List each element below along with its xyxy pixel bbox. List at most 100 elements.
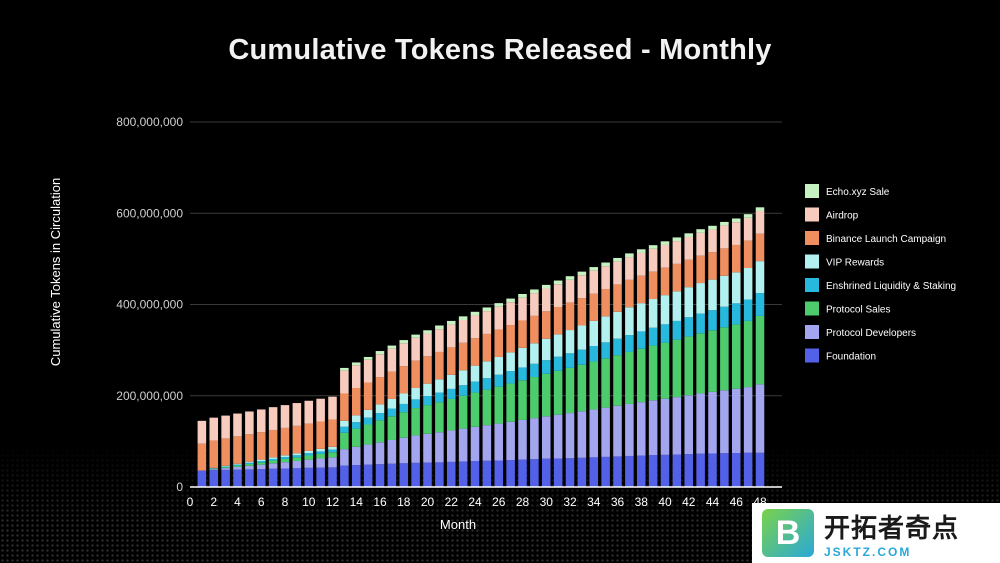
bar-segment bbox=[423, 405, 432, 434]
legend-swatch bbox=[805, 301, 819, 316]
bar-segment bbox=[720, 390, 729, 454]
bar-segment bbox=[494, 356, 504, 375]
bar-segment bbox=[613, 311, 622, 339]
watermark: B 开拓者奇点 JSKTZ.COM bbox=[752, 503, 1000, 563]
bar-segment bbox=[755, 210, 765, 234]
bar-segment bbox=[423, 356, 432, 384]
bar-segment bbox=[233, 469, 242, 487]
y-axis-label: Cumulative Tokens in Circulation bbox=[48, 178, 63, 366]
bar-segment bbox=[245, 411, 254, 435]
bar-segment bbox=[755, 293, 765, 316]
bar-segment bbox=[684, 336, 694, 396]
legend-swatch bbox=[805, 278, 819, 292]
bar-segment bbox=[684, 395, 694, 455]
bar-segment bbox=[518, 459, 527, 487]
bar-segment bbox=[494, 386, 504, 424]
bar-segment bbox=[731, 272, 741, 304]
bar-segment bbox=[684, 236, 694, 260]
bar-segment bbox=[292, 455, 302, 458]
bar-segment bbox=[672, 320, 682, 340]
x-tick-label: 38 bbox=[635, 495, 649, 509]
bar-segment bbox=[553, 458, 563, 487]
bar-segment bbox=[280, 462, 290, 469]
bar-segment bbox=[280, 455, 290, 458]
bar-segment bbox=[577, 364, 587, 412]
bar-segment bbox=[351, 446, 361, 466]
bar-segment bbox=[304, 453, 314, 456]
bar-segment bbox=[636, 303, 646, 332]
bar-segment bbox=[648, 327, 658, 346]
bar-segment bbox=[304, 467, 314, 487]
bar-segment bbox=[340, 465, 349, 487]
bar-segment bbox=[268, 458, 278, 461]
bar-segment bbox=[411, 408, 420, 436]
bar-segment bbox=[530, 377, 539, 419]
bar-segment bbox=[565, 458, 575, 487]
bar-segment bbox=[625, 455, 634, 487]
bar-segment bbox=[541, 373, 551, 417]
bar-segment bbox=[625, 403, 634, 456]
bar-segment bbox=[518, 320, 527, 348]
bar-segment bbox=[328, 396, 337, 420]
bar-segment bbox=[613, 355, 622, 406]
bar-segment bbox=[458, 461, 468, 487]
bar-segment bbox=[340, 420, 349, 427]
bar-segment bbox=[708, 310, 717, 331]
bar-segment bbox=[720, 275, 729, 307]
bar-segment bbox=[482, 378, 492, 390]
x-tick-label: 18 bbox=[397, 495, 411, 509]
bar-segment bbox=[446, 347, 456, 375]
bar-segment bbox=[435, 325, 444, 330]
y-tick-label: 200,000,000 bbox=[116, 389, 183, 403]
bar-segment bbox=[494, 460, 504, 487]
bar-segment bbox=[684, 287, 694, 318]
legend-swatch bbox=[805, 231, 819, 245]
bar-segment bbox=[518, 419, 527, 460]
bar-segment bbox=[245, 462, 254, 464]
y-tick-label: 0 bbox=[176, 480, 183, 494]
bar-segment bbox=[720, 453, 729, 487]
bar-segment bbox=[375, 420, 385, 443]
bar-segment bbox=[209, 470, 219, 487]
bar-segment bbox=[648, 245, 658, 249]
bar-segment bbox=[233, 464, 242, 466]
bar-segment bbox=[446, 324, 456, 348]
bar-segment bbox=[708, 453, 717, 487]
y-tick-label: 600,000,000 bbox=[116, 206, 183, 220]
bar-segment bbox=[731, 388, 741, 454]
bar-segment bbox=[375, 464, 385, 487]
bar-segment bbox=[553, 280, 563, 285]
bar-segment bbox=[316, 448, 325, 452]
bar-segment bbox=[233, 463, 242, 465]
bar-segment bbox=[684, 454, 694, 487]
bar-segment bbox=[553, 284, 563, 308]
bar-segment bbox=[601, 456, 610, 487]
bar-segment bbox=[696, 393, 705, 454]
legend-label: VIP Rewards bbox=[826, 258, 884, 269]
bar-segment bbox=[743, 320, 753, 388]
bar-segment bbox=[470, 392, 480, 427]
bar-segment bbox=[577, 298, 587, 326]
bar-segment bbox=[613, 257, 622, 262]
legend-swatch bbox=[805, 184, 819, 198]
bar-segment bbox=[423, 395, 432, 406]
bar-segment bbox=[233, 413, 242, 437]
bar-segment bbox=[399, 463, 409, 487]
bar-segment bbox=[648, 455, 658, 487]
bar-segment bbox=[470, 338, 480, 366]
bar-segment bbox=[541, 288, 551, 312]
bar-segment bbox=[482, 307, 492, 312]
bar-segment bbox=[494, 374, 504, 387]
bar-segment bbox=[470, 365, 480, 382]
bar-segment bbox=[565, 330, 575, 354]
legend-swatch bbox=[805, 325, 819, 339]
bar-segment bbox=[565, 276, 575, 280]
x-tick-label: 4 bbox=[234, 495, 241, 509]
bar-segment bbox=[363, 382, 373, 410]
bar-segment bbox=[209, 440, 219, 468]
bar-segment bbox=[660, 267, 670, 296]
bar-segment bbox=[328, 449, 337, 453]
bar-segment bbox=[601, 266, 610, 289]
bar-segment bbox=[435, 402, 444, 433]
bar-segment bbox=[280, 468, 290, 487]
